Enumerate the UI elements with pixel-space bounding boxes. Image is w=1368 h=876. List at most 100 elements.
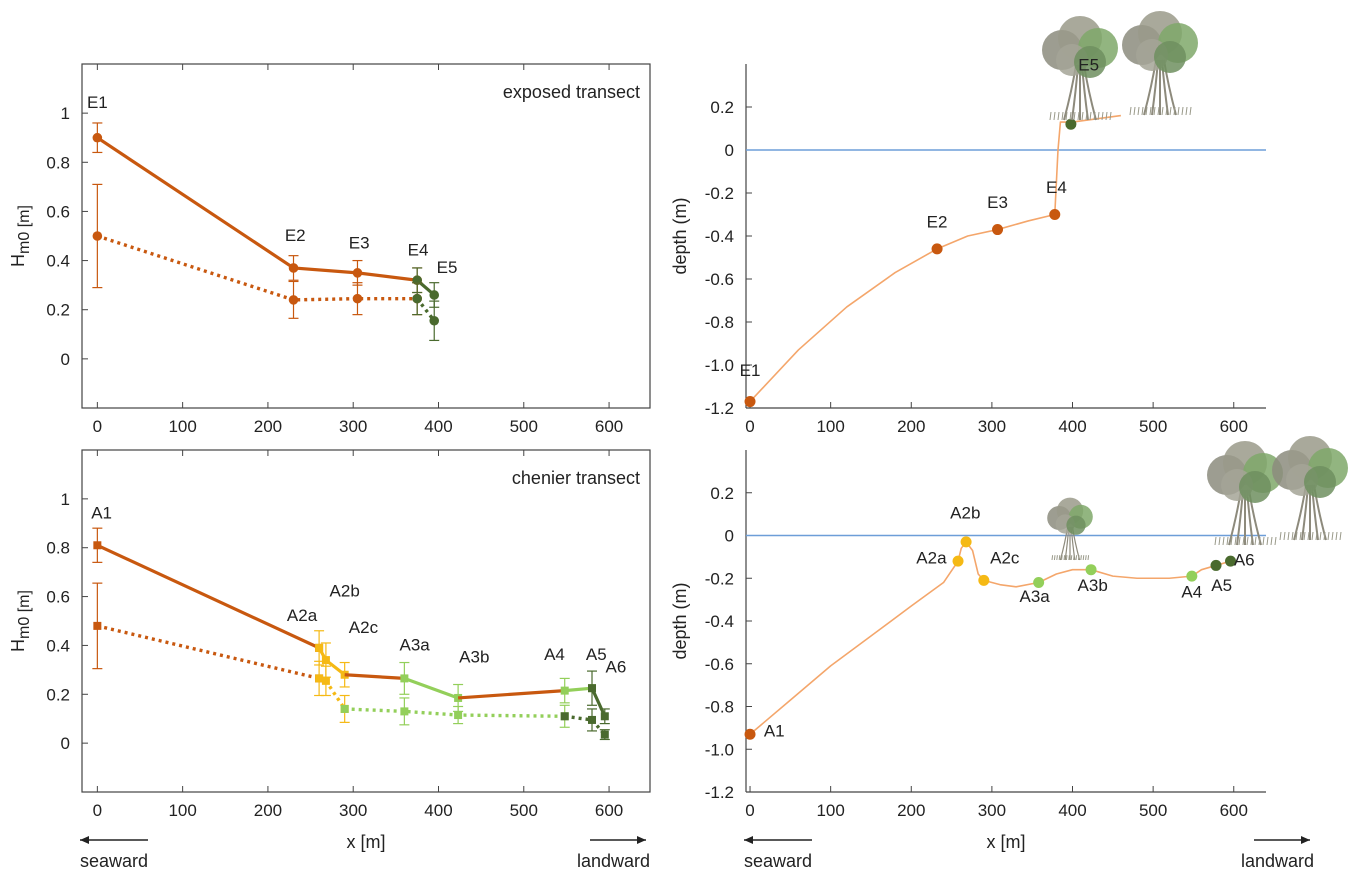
y-tick-label: 0: [725, 141, 734, 160]
station-label: A2b: [950, 503, 980, 522]
station-label: A2a: [916, 548, 947, 567]
grass: [1230, 536, 1233, 546]
data-point: [560, 686, 569, 695]
y-tick-label: -0.6: [705, 655, 734, 674]
x-axis-label: x [m]: [347, 832, 386, 852]
grass: [1331, 531, 1334, 541]
station-label: E2: [927, 212, 948, 231]
grass: [1327, 531, 1330, 541]
y-tick-label: -1.2: [705, 783, 734, 802]
grass: [1311, 531, 1314, 541]
y-tick-label: 0.8: [46, 539, 70, 558]
station-label: E5: [437, 258, 458, 277]
grass: [1056, 555, 1058, 561]
mangrove-illustration: [1047, 497, 1093, 561]
y-tick-label: -0.2: [705, 184, 734, 203]
station-point: [744, 728, 756, 740]
grass: [1226, 536, 1229, 546]
data-point: [288, 263, 299, 273]
data-point: [429, 290, 440, 300]
grass: [1080, 555, 1082, 561]
grass: [1077, 555, 1080, 561]
seaward-label: seaward: [80, 851, 148, 871]
grass: [1246, 536, 1249, 546]
station-label: A3b: [1078, 576, 1108, 595]
seaward-label: seaward: [744, 851, 812, 871]
x-tick-label: 600: [1220, 801, 1248, 820]
x-tick-label: 0: [745, 417, 754, 436]
station-point: [1065, 118, 1077, 130]
y-axis-label: depth (m): [670, 582, 690, 659]
grass: [1299, 531, 1302, 541]
grass: [1077, 111, 1080, 121]
station-point: [1186, 570, 1198, 582]
x-tick-label: 100: [168, 801, 196, 820]
y-tick-label: -1.0: [705, 740, 734, 759]
grass: [1169, 106, 1172, 116]
station-point: [960, 536, 972, 548]
grass: [1157, 106, 1160, 116]
grass: [1258, 536, 1261, 546]
grass: [1283, 531, 1286, 541]
grass: [1291, 531, 1294, 541]
grass: [1081, 111, 1084, 121]
x-tick-label: 300: [339, 801, 367, 820]
panel-chenier-wave-height: 0 100 200 300 400 500 600 0 0.2 0.4 0.6 0.8 1 Hm0 [m]…: [8, 449, 651, 871]
grass: [1089, 111, 1092, 121]
station-point: [952, 555, 964, 567]
y-axis-label-sub: m0 [m]: [16, 205, 33, 254]
station-label: E1: [87, 93, 108, 112]
data-point: [315, 674, 324, 683]
y-tick-label: 1: [61, 104, 70, 123]
grass: [1295, 531, 1298, 541]
grass: [1137, 106, 1140, 116]
station-label: A2a: [287, 606, 318, 625]
grass: [1270, 536, 1273, 546]
grass: [1063, 555, 1066, 561]
station-label: A3a: [1019, 587, 1050, 606]
grass: [1319, 531, 1322, 541]
station-label: E3: [349, 233, 370, 252]
y-tick-label: 0.2: [710, 484, 734, 503]
data-point: [352, 293, 363, 304]
grass: [1185, 106, 1188, 116]
x-tick-label: 200: [254, 801, 282, 820]
data-point: [288, 295, 299, 305]
station-label: A6: [1234, 550, 1255, 569]
y-tick-label: 1: [61, 490, 70, 509]
y-tick-label: -0.6: [705, 270, 734, 289]
grass: [1189, 106, 1192, 116]
grass: [1161, 106, 1164, 116]
data-point: [321, 656, 330, 665]
series-line: [96, 234, 418, 302]
series-line: [96, 543, 320, 650]
data-point: [92, 132, 103, 143]
data-point: [340, 704, 349, 713]
x-tick-label: 500: [510, 417, 538, 436]
grass: [1250, 536, 1253, 546]
y-tick-label: 0.2: [46, 301, 70, 320]
station-label: A3a: [399, 635, 430, 654]
x-tick-label: 400: [1058, 801, 1086, 820]
data-point: [412, 293, 422, 304]
grass: [1266, 536, 1269, 546]
x-tick-label: 0: [93, 417, 102, 436]
tree-crown: [1066, 515, 1086, 535]
station-label: A1: [764, 721, 785, 740]
series-line: [96, 624, 320, 681]
x-tick-label: 300: [339, 417, 367, 436]
x-tick-label: 400: [424, 417, 452, 436]
x-tick-label: 200: [254, 417, 282, 436]
grass: [1287, 531, 1290, 541]
y-tick-label: -1.2: [705, 399, 734, 418]
x-tick-label: 200: [897, 417, 925, 436]
station-label: E3: [987, 193, 1008, 212]
seaward-arrowhead: [744, 836, 753, 844]
grass: [1129, 106, 1132, 116]
grass: [1149, 106, 1152, 116]
station-label: A2c: [349, 618, 379, 637]
grass: [1242, 536, 1245, 546]
grass: [1109, 111, 1112, 121]
y-tick-label: -0.8: [705, 698, 734, 717]
data-point: [321, 676, 330, 685]
